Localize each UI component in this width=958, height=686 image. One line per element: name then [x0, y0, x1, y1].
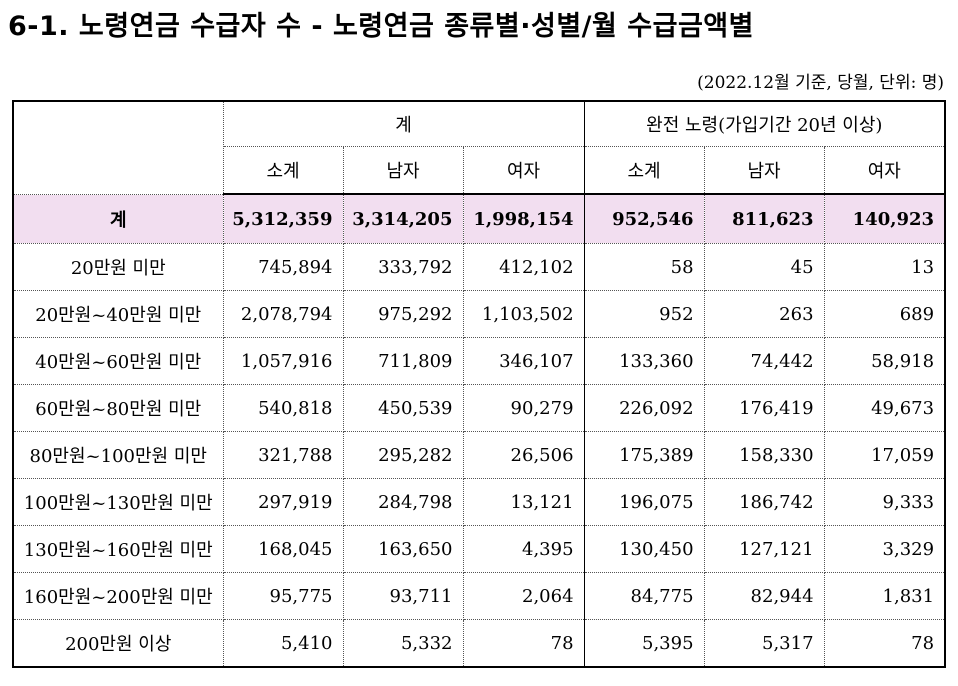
header-group-total: 계: [222, 100, 585, 147]
row-label: 160만원~200만원 미만: [12, 572, 224, 620]
row-label: 20만원~40만원 미만: [12, 290, 224, 338]
cell-value: 4,395: [462, 525, 585, 573]
cell-value: 93,711: [342, 572, 464, 620]
cell-value: 13,121: [462, 478, 585, 526]
cell-value: 2,078,794: [222, 290, 344, 338]
cell-value: 1,057,916: [222, 337, 344, 385]
total-row: 계 5,312,359 3,314,205 1,998,154 952,546 …: [12, 193, 946, 244]
table-row: 20만원 미만 745,894 333,792 412,102 58 45 13: [12, 243, 946, 291]
cell-value: 5,410: [222, 619, 344, 668]
cell-value: 78: [462, 619, 585, 668]
cell-value: 5,332: [342, 619, 464, 668]
cell-value: 333,792: [342, 243, 464, 291]
header-group-full-old-age: 완전 노령(가입기간 20년 이상): [583, 100, 946, 147]
table-row: 160만원~200만원 미만 95,775 93,711 2,064 84,775 82,…: [12, 572, 946, 620]
table-row: 20만원~40만원 미만 2,078,794 975,292 1,103,502 952…: [12, 290, 946, 338]
cell-value: 346,107: [462, 337, 585, 385]
header-row-sub: 소계 남자 여자 소계 남자 여자: [13, 146, 946, 195]
row-label: 130만원~160만원 미만: [12, 525, 224, 573]
cell-value: 689: [823, 290, 946, 338]
cell-value: 84,775: [583, 572, 705, 620]
cell-value: 196,075: [583, 478, 705, 526]
cell-value: 58: [583, 243, 705, 291]
cell-value: 133,360: [583, 337, 705, 385]
header-sub: 소계: [583, 146, 705, 195]
cell-value: 9,333: [823, 478, 946, 526]
cell-value: 158,330: [703, 431, 825, 479]
cell-value: 711,809: [342, 337, 464, 385]
pension-table: 계 완전 노령(가입기간 20년 이상) 소계 남자 여자 소계 남자 여자 계…: [12, 100, 947, 668]
cell-value: 140,923: [823, 193, 946, 244]
row-label: 계: [12, 193, 224, 244]
row-label: 200만원 이상: [12, 619, 224, 668]
cell-value: 952: [583, 290, 705, 338]
cell-value: 130,450: [583, 525, 705, 573]
cell-value: 17,059: [823, 431, 946, 479]
cell-value: 321,788: [222, 431, 344, 479]
cell-value: 263: [703, 290, 825, 338]
cell-value: 5,317: [703, 619, 825, 668]
cell-value: 450,539: [342, 384, 464, 432]
cell-value: 176,419: [703, 384, 825, 432]
cell-value: 295,282: [342, 431, 464, 479]
cell-value: 5,395: [583, 619, 705, 668]
row-label: 20만원 미만: [12, 243, 224, 291]
cell-value: 58,918: [823, 337, 946, 385]
cell-value: 26,506: [462, 431, 585, 479]
cell-value: 5,312,359: [222, 193, 344, 244]
cell-value: 975,292: [342, 290, 464, 338]
row-label: 40만원~60만원 미만: [12, 337, 224, 385]
cell-value: 45: [703, 243, 825, 291]
cell-value: 186,742: [703, 478, 825, 526]
cell-value: 127,121: [703, 525, 825, 573]
header-sub: 여자: [462, 146, 585, 195]
cell-value: 3,329: [823, 525, 946, 573]
cell-value: 226,092: [583, 384, 705, 432]
header-row-groups: 계 완전 노령(가입기간 20년 이상): [12, 100, 946, 195]
row-label: 100만원~130만원 미만: [12, 478, 224, 526]
row-label: 60만원~80만원 미만: [12, 384, 224, 432]
cell-value: 163,650: [342, 525, 464, 573]
header-sub: 여자: [823, 146, 946, 195]
cell-value: 74,442: [703, 337, 825, 385]
table-row: 200만원 이상 5,410 5,332 78 5,395 5,317 78: [12, 619, 946, 668]
header-sub: 남자: [703, 146, 825, 195]
table-row: 80만원~100만원 미만 321,788 295,282 26,506 175,389…: [12, 431, 946, 479]
cell-value: 284,798: [342, 478, 464, 526]
cell-value: 952,546: [583, 193, 705, 244]
cell-value: 82,944: [703, 572, 825, 620]
cell-value: 90,279: [462, 384, 585, 432]
cell-value: 1,103,502: [462, 290, 585, 338]
cell-value: 78: [823, 619, 946, 668]
cell-value: 95,775: [222, 572, 344, 620]
page-title: 6-1. 노령연금 수급자 수 - 노령연금 종류별·성별/월 수급금액별: [8, 11, 754, 42]
cell-value: 168,045: [222, 525, 344, 573]
header-corner: [12, 100, 224, 195]
row-label: 80만원~100만원 미만: [12, 431, 224, 479]
table-row: 130만원~160만원 미만 168,045 163,650 4,395 130,450…: [12, 525, 946, 573]
header-sub: 남자: [342, 146, 464, 195]
cell-value: 1,998,154: [462, 193, 585, 244]
cell-value: 3,314,205: [342, 193, 464, 244]
cell-value: 49,673: [823, 384, 946, 432]
cell-value: 2,064: [462, 572, 585, 620]
unit-note: (2022.12월 기준, 당월, 단위: 명): [697, 73, 944, 93]
cell-value: 412,102: [462, 243, 585, 291]
cell-value: 13: [823, 243, 946, 291]
cell-value: 1,831: [823, 572, 946, 620]
table-row: 100만원~130만원 미만 297,919 284,798 13,121 196,07…: [12, 478, 946, 526]
header-sub: 소계: [222, 146, 344, 195]
cell-value: 175,389: [583, 431, 705, 479]
cell-value: 297,919: [222, 478, 344, 526]
table-row: 60만원~80만원 미만 540,818 450,539 90,279 226,092 1…: [12, 384, 946, 432]
cell-value: 811,623: [703, 193, 825, 244]
cell-value: 745,894: [222, 243, 344, 291]
table-row: 40만원~60만원 미만 1,057,916 711,809 346,107 133,3…: [12, 337, 946, 385]
cell-value: 540,818: [222, 384, 344, 432]
